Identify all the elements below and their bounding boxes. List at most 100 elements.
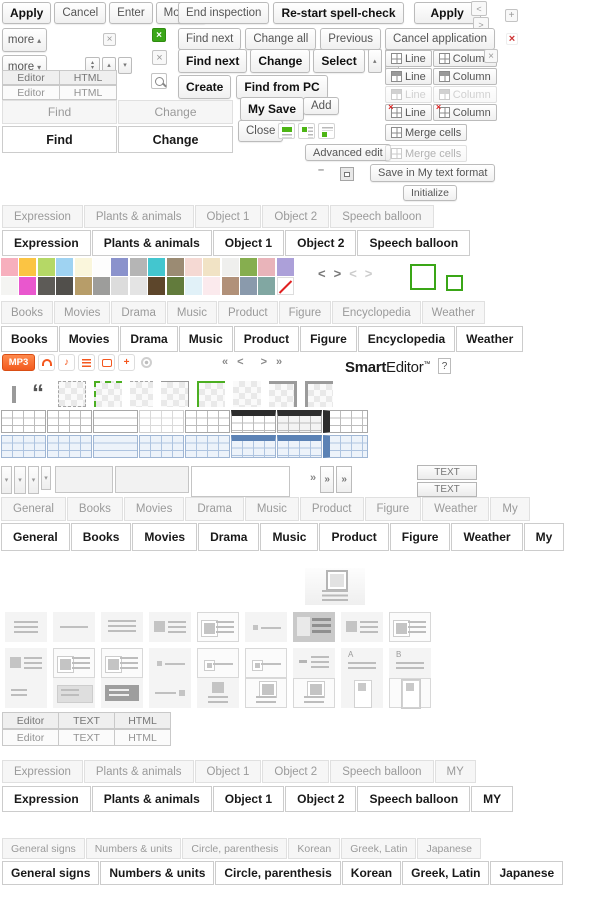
select-button[interactable]: Select	[313, 49, 365, 73]
close-button[interactable]: Close	[238, 120, 284, 142]
tab-item[interactable]: Editor	[2, 729, 59, 746]
column-button[interactable]: Column	[432, 102, 497, 121]
layout-image-top-frame[interactable]	[245, 678, 287, 708]
layout-image-left-frame-bold[interactable]	[101, 648, 143, 678]
minimize-icon[interactable]: –	[318, 164, 325, 176]
previous-button[interactable]: Previous	[320, 28, 382, 50]
headphones-icon[interactable]	[38, 354, 55, 371]
cancel-button[interactable]: Cancel	[54, 2, 107, 24]
tab-item[interactable]: Product	[319, 523, 389, 551]
tab-item[interactable]: My	[490, 497, 530, 521]
playlist-icon[interactable]	[78, 354, 95, 371]
table-style-grid-1[interactable]	[1, 410, 46, 433]
line-button[interactable]: Line	[385, 102, 432, 121]
tab-item[interactable]: Change	[118, 126, 233, 153]
layout-bullet-line-frame[interactable]	[197, 648, 239, 678]
tab-item[interactable]: Drama	[120, 326, 178, 352]
line-button[interactable]: Line	[385, 50, 432, 67]
add-media-icon[interactable]: +	[118, 354, 135, 371]
tab-item[interactable]: Editor	[2, 85, 60, 100]
layout-two-lines[interactable]	[5, 678, 47, 708]
swatch[interactable]	[1, 277, 18, 295]
end-inspection-button[interactable]: End inspection	[178, 2, 270, 24]
swatch[interactable]	[92, 277, 110, 295]
tab-item[interactable]: HTML	[114, 729, 171, 746]
tab-item[interactable]: Plants & animals	[83, 760, 194, 783]
create-button[interactable]: Create	[178, 75, 232, 99]
swatch[interactable]	[129, 258, 147, 276]
layout-image-top-large[interactable]	[293, 678, 335, 708]
tab-item[interactable]: Object 2	[262, 760, 330, 783]
apply-button[interactable]: Apply	[2, 2, 52, 24]
dropdown-arrow-button[interactable]: ▾	[28, 466, 39, 494]
table-style-blue-grid-2[interactable]	[47, 435, 92, 458]
swatch[interactable]	[240, 258, 258, 276]
table-style-dark-left[interactable]	[323, 410, 368, 433]
select-up-button[interactable]: ▴	[367, 49, 382, 73]
enter-button[interactable]: Enter	[109, 2, 153, 24]
swatch[interactable]	[92, 258, 110, 276]
tab-item[interactable]: Books	[70, 523, 132, 551]
tab-item[interactable]: Movies	[132, 523, 198, 551]
swatch[interactable]	[74, 258, 92, 276]
tab-item[interactable]: Speech balloon	[357, 230, 471, 256]
border-style-none[interactable]	[233, 381, 261, 407]
layout-lines-left[interactable]	[101, 612, 143, 642]
find-next-active-button[interactable]: Find next	[178, 49, 248, 73]
tab-item[interactable]: Weather	[456, 326, 524, 352]
tab-item[interactable]: Movies	[53, 301, 111, 324]
tab-item[interactable]: Speech balloon	[330, 205, 434, 228]
table-style-blue-header-2[interactable]	[277, 435, 322, 458]
tab-item[interactable]: Object 2	[285, 786, 357, 812]
tab-item[interactable]: Product	[299, 497, 364, 521]
swatch[interactable]	[203, 258, 221, 276]
more-button-2[interactable]: »	[336, 466, 353, 493]
swatch[interactable]	[203, 277, 221, 295]
tab-item[interactable]: General	[1, 523, 70, 551]
tab-item[interactable]: Product	[233, 326, 300, 352]
border-style-dashed-top[interactable]	[130, 381, 153, 407]
find-next-button[interactable]: Find next	[178, 28, 242, 50]
swatch[interactable]	[19, 258, 37, 276]
cancel-application-button[interactable]: Cancel application	[385, 28, 496, 50]
tab-item[interactable]: Weather	[451, 523, 523, 551]
swatch[interactable]	[129, 277, 147, 295]
initialize-button[interactable]: Initialize	[403, 185, 457, 201]
tab-item[interactable]: HTML	[59, 85, 117, 100]
table-style-blue-left[interactable]	[323, 435, 368, 458]
first-page-icon[interactable]: «	[222, 356, 229, 368]
save-my-text-format-button[interactable]: Save in My text format	[370, 164, 496, 182]
swatch[interactable]	[37, 277, 55, 295]
page-prev-button[interactable]: <	[471, 1, 487, 16]
layout-panel-dark[interactable]	[101, 678, 143, 708]
swatch[interactable]	[221, 258, 239, 276]
tab-item[interactable]: Expression	[2, 205, 83, 228]
stepper-down-button[interactable]: ▾	[118, 57, 132, 74]
change-button[interactable]: Change	[250, 49, 311, 73]
column-button[interactable]: Column	[432, 86, 497, 103]
layout-card-vertical-frame[interactable]	[389, 678, 431, 708]
layout-single-line[interactable]	[53, 612, 95, 642]
layout-card-vertical[interactable]	[341, 678, 383, 708]
confirm-close-icon[interactable]: ×	[152, 28, 166, 42]
tab-item[interactable]: Drama	[198, 523, 260, 551]
tab-item[interactable]: Editor	[2, 712, 59, 729]
add-icon[interactable]: +	[505, 9, 518, 22]
dropdown-arrow-button[interactable]: ▾	[14, 466, 26, 494]
tab-item[interactable]: Circle, parenthesis	[215, 861, 341, 885]
swatch[interactable]	[56, 258, 74, 276]
table-style-blue-light[interactable]	[139, 435, 184, 458]
layout-bullet-line-frame-bold[interactable]	[245, 648, 287, 678]
swatch[interactable]	[166, 277, 184, 295]
tab-item[interactable]: Editor	[2, 70, 60, 85]
tab-item[interactable]: Circle, parenthesis	[182, 838, 288, 859]
tv-icon[interactable]	[98, 354, 115, 371]
layout-image-left-framed[interactable]	[197, 612, 239, 642]
divider-bar-item[interactable]	[12, 386, 16, 403]
column-button[interactable]: Column	[432, 50, 497, 67]
tab-item[interactable]: Object 1	[194, 760, 262, 783]
swatch[interactable]	[148, 258, 166, 276]
tab-item[interactable]: General	[1, 497, 66, 521]
tab-item[interactable]: Plants & animals	[91, 786, 212, 812]
tab-item[interactable]: Plants & animals	[83, 205, 194, 228]
